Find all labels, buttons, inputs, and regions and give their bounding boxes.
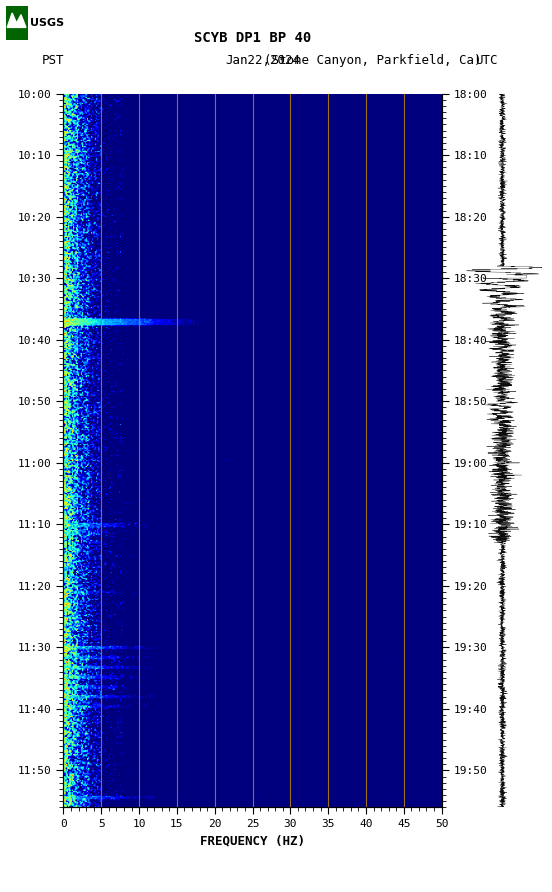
Text: Jan22,2024: Jan22,2024 [225, 54, 300, 67]
Text: (Stone Canyon, Parkfield, Ca): (Stone Canyon, Parkfield, Ca) [264, 54, 481, 67]
Bar [6, 6, 28, 40]
Text: UTC: UTC [475, 54, 497, 67]
Text: PST: PST [41, 54, 64, 67]
Text: SCYB DP1 BP 40: SCYB DP1 BP 40 [194, 30, 311, 45]
Polygon shape [7, 13, 26, 28]
X-axis label: FREQUENCY (HZ): FREQUENCY (HZ) [200, 835, 305, 847]
Text: USGS: USGS [30, 18, 65, 29]
